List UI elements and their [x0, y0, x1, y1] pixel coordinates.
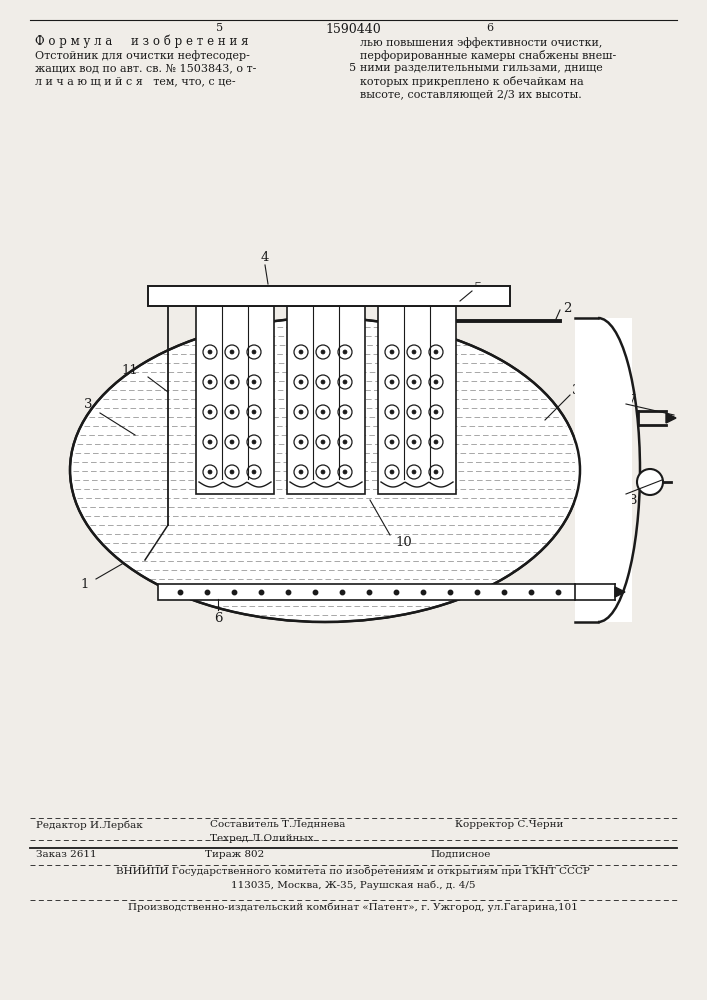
Text: Подписное: Подписное [430, 850, 491, 859]
Bar [158, 584, 575, 600]
Text: 8: 8 [628, 493, 636, 506]
Circle shape [252, 410, 256, 414]
Bar [287, 306, 365, 494]
Text: 2: 2 [563, 302, 571, 314]
Circle shape [252, 440, 256, 444]
Bar [148, 286, 510, 306]
Polygon shape [666, 413, 676, 423]
Text: Отстойник для очистки нефтесодер-: Отстойник для очистки нефтесодер- [35, 50, 250, 61]
Text: 6: 6 [214, 612, 222, 625]
Circle shape [230, 440, 234, 444]
Circle shape [252, 380, 256, 384]
Text: Техред Л.Олийных: Техред Л.Олийных [210, 834, 314, 843]
Circle shape [299, 380, 303, 384]
Text: 1: 1 [81, 578, 89, 590]
Circle shape [390, 380, 394, 384]
Bar [196, 306, 274, 494]
Circle shape [434, 350, 438, 354]
Text: 9: 9 [352, 289, 361, 302]
Text: ВНИИПИ Государственного комитета по изобретениям и открытиям при ГКНТ СССР: ВНИИПИ Государственного комитета по изоб… [116, 867, 590, 876]
Circle shape [208, 350, 212, 354]
Text: перфорированные камеры снабжены внеш-: перфорированные камеры снабжены внеш- [360, 50, 617, 61]
Text: лью повышения эффективности очистки,: лью повышения эффективности очистки, [360, 37, 602, 48]
Text: Корректор С.Черни: Корректор С.Черни [455, 820, 563, 829]
Text: 3: 3 [572, 383, 580, 396]
Circle shape [299, 350, 303, 354]
Text: 113035, Москва, Ж-35, Раушская наб., д. 4/5: 113035, Москва, Ж-35, Раушская наб., д. … [230, 881, 475, 890]
Circle shape [390, 350, 394, 354]
Circle shape [434, 410, 438, 414]
Text: ними разделительными гильзами, днище: ними разделительными гильзами, днище [360, 63, 603, 73]
Circle shape [321, 380, 325, 384]
Text: Ф о р м у л а     и з о б р е т е н и я: Ф о р м у л а и з о б р е т е н и я [35, 35, 248, 48]
Text: Производственно-издательский комбинат «Патент», г. Ужгород, ул.Гагарина,101: Производственно-издательский комбинат «П… [128, 902, 578, 912]
Circle shape [321, 470, 325, 474]
Circle shape [252, 350, 256, 354]
Circle shape [390, 440, 394, 444]
Text: л и ч а ю щ и й с я   тем, что, с це-: л и ч а ю щ и й с я тем, что, с це- [35, 76, 235, 86]
Circle shape [343, 410, 347, 414]
Circle shape [230, 350, 234, 354]
Circle shape [208, 410, 212, 414]
Circle shape [412, 410, 416, 414]
Circle shape [434, 440, 438, 444]
Circle shape [412, 470, 416, 474]
Circle shape [412, 380, 416, 384]
Text: Заказ 2611: Заказ 2611 [36, 850, 97, 859]
Text: Редактор И.Лербак: Редактор И.Лербак [36, 820, 143, 830]
Text: 5: 5 [216, 23, 223, 33]
Circle shape [434, 470, 438, 474]
Circle shape [230, 470, 234, 474]
Text: 5: 5 [474, 282, 482, 296]
Circle shape [412, 440, 416, 444]
Circle shape [208, 380, 212, 384]
Circle shape [208, 470, 212, 474]
Text: 9: 9 [223, 289, 233, 302]
Text: 4: 4 [261, 251, 269, 264]
Bar [378, 306, 456, 494]
Text: Тираж 802: Тираж 802 [205, 850, 264, 859]
Circle shape [299, 410, 303, 414]
Circle shape [343, 350, 347, 354]
Text: 11: 11 [122, 363, 139, 376]
Polygon shape [615, 587, 625, 597]
Circle shape [230, 410, 234, 414]
Text: 6: 6 [486, 23, 493, 33]
Text: Составитель Т.Ледннева: Составитель Т.Ледннева [210, 820, 346, 829]
Circle shape [343, 380, 347, 384]
Circle shape [299, 440, 303, 444]
Circle shape [252, 470, 256, 474]
Circle shape [230, 380, 234, 384]
Circle shape [299, 470, 303, 474]
Circle shape [343, 440, 347, 444]
Text: 10: 10 [395, 536, 411, 548]
Circle shape [412, 350, 416, 354]
Circle shape [637, 469, 663, 495]
Text: 3: 3 [83, 398, 92, 412]
Bar [575, 318, 632, 622]
Text: 1590440: 1590440 [325, 23, 381, 36]
Text: жащих вод по авт. св. № 1503843, о т-: жащих вод по авт. св. № 1503843, о т- [35, 63, 257, 73]
Circle shape [434, 380, 438, 384]
Circle shape [321, 350, 325, 354]
Circle shape [343, 470, 347, 474]
Ellipse shape [70, 318, 580, 622]
Circle shape [390, 410, 394, 414]
Circle shape [321, 410, 325, 414]
Text: 5: 5 [349, 63, 356, 73]
Text: которых прикреплено к обечайкам на: которых прикреплено к обечайкам на [360, 76, 584, 87]
Circle shape [390, 470, 394, 474]
Text: высоте, составляющей 2/3 их высоты.: высоте, составляющей 2/3 их высоты. [360, 89, 582, 99]
Circle shape [321, 440, 325, 444]
Text: 7: 7 [628, 393, 636, 406]
Circle shape [208, 440, 212, 444]
